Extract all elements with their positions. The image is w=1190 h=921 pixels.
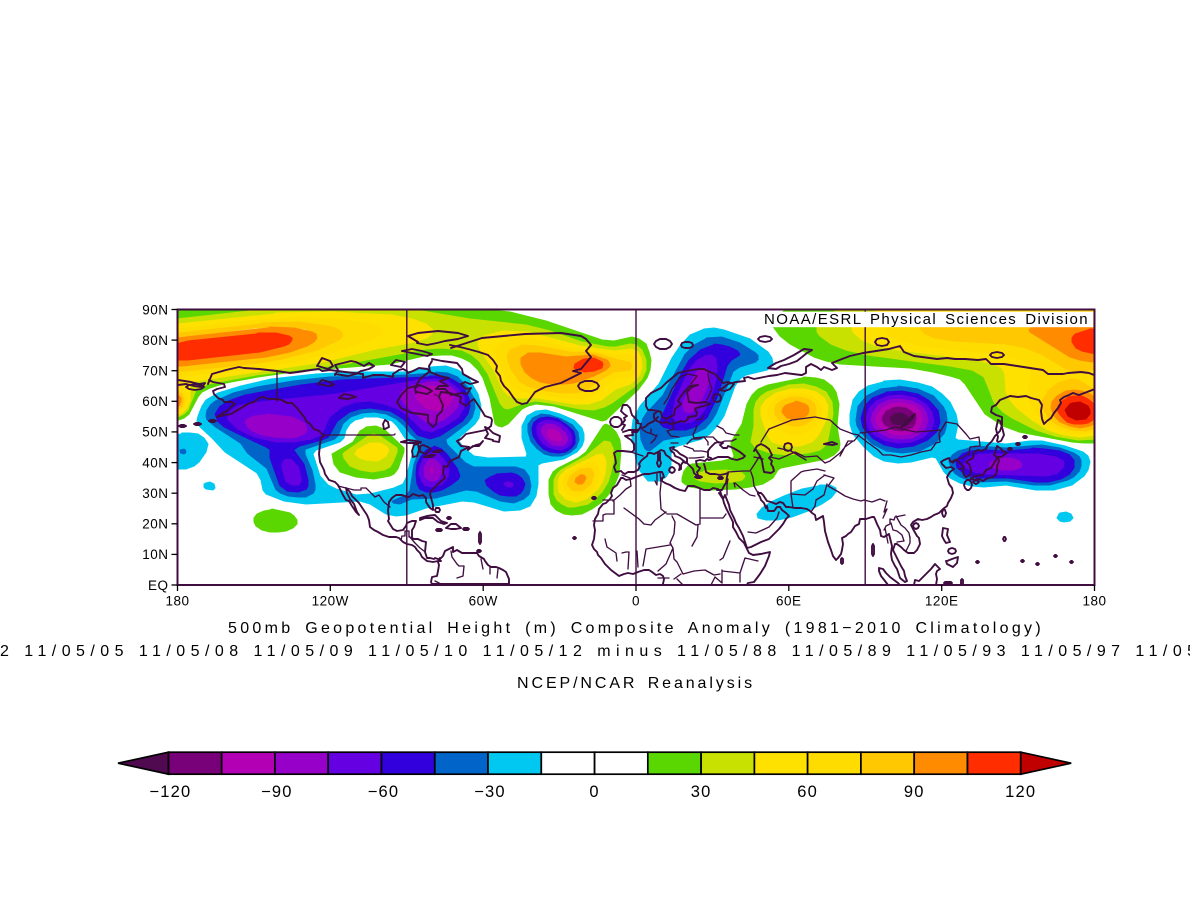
svg-text:60E: 60E <box>776 594 802 609</box>
svg-text:60N: 60N <box>142 394 168 409</box>
svg-text:60: 60 <box>797 783 818 801</box>
svg-text:NOAA/ESRL Physical Sciences Di: NOAA/ESRL Physical Sciences Division <box>764 311 1089 328</box>
svg-text:70N: 70N <box>142 364 168 379</box>
svg-text:180: 180 <box>165 594 189 609</box>
svg-text:90N: 90N <box>142 302 168 317</box>
svg-text:10N: 10N <box>142 547 168 562</box>
svg-text:0: 0 <box>589 783 599 801</box>
svg-text:50N: 50N <box>142 425 168 440</box>
svg-text:180: 180 <box>1082 594 1106 609</box>
svg-text:30N: 30N <box>142 486 168 501</box>
svg-text:120: 120 <box>1005 783 1036 801</box>
svg-text:NCEP/NCAR Reanalysis: NCEP/NCAR Reanalysis <box>517 675 755 692</box>
svg-text:120W: 120W <box>312 594 349 609</box>
svg-text:40N: 40N <box>142 455 168 470</box>
svg-text:120E: 120E <box>925 594 959 609</box>
svg-text:−120: −120 <box>149 783 191 801</box>
svg-text:−60: −60 <box>368 783 400 801</box>
svg-text:30: 30 <box>691 783 712 801</box>
svg-text:80N: 80N <box>142 333 168 348</box>
svg-text:EQ: EQ <box>148 578 169 593</box>
svg-text:20N: 20N <box>142 517 168 532</box>
svg-text:−90: −90 <box>261 783 293 801</box>
svg-text:0: 0 <box>632 594 640 609</box>
svg-text:11/05/02 11/05/05 11/05/08 11/: 11/05/02 11/05/05 11/05/08 11/05/09 11/0… <box>0 643 1190 660</box>
svg-text:500mb Geopotential Height (m): 500mb Geopotential Height (m) Composite … <box>228 620 1044 637</box>
svg-text:−30: −30 <box>474 783 506 801</box>
svg-text:60W: 60W <box>469 594 498 609</box>
svg-text:90: 90 <box>904 783 925 801</box>
